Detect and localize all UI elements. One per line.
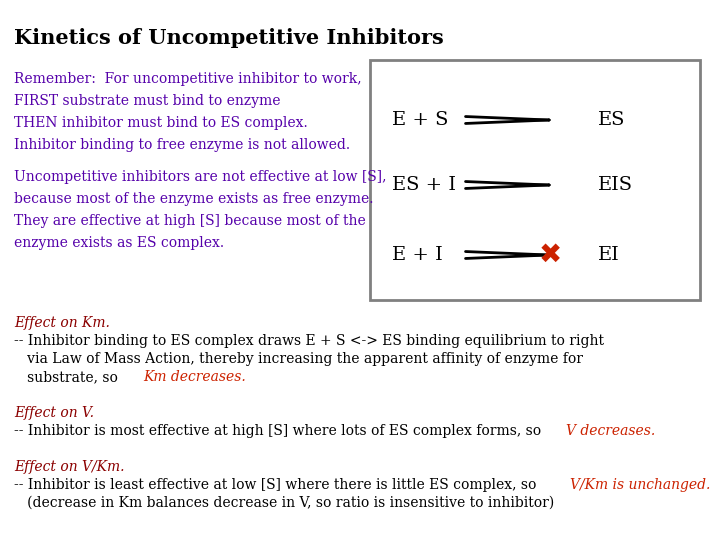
Text: THEN inhibitor must bind to ES complex.: THEN inhibitor must bind to ES complex. <box>14 116 307 130</box>
Text: Km decreases.: Km decreases. <box>143 370 246 384</box>
Text: E + S: E + S <box>392 111 449 129</box>
Text: EIS: EIS <box>598 176 633 194</box>
Text: Effect on Km.: Effect on Km. <box>14 316 110 330</box>
Text: -- Inhibitor is most effective at high [S] where lots of ES complex forms, so: -- Inhibitor is most effective at high [… <box>14 424 546 438</box>
Text: Inhibitor binding to free enzyme is not allowed.: Inhibitor binding to free enzyme is not … <box>14 138 350 152</box>
Text: V decreases.: V decreases. <box>566 424 655 438</box>
Text: FIRST substrate must bind to enzyme: FIRST substrate must bind to enzyme <box>14 94 281 108</box>
Text: enzyme exists as ES complex.: enzyme exists as ES complex. <box>14 236 224 250</box>
Text: ✖: ✖ <box>539 241 562 269</box>
Bar <box>370 60 700 300</box>
Text: Effect on V.: Effect on V. <box>14 406 94 420</box>
Text: -- Inhibitor binding to ES complex draws E + S <-> ES binding equilibrium to rig: -- Inhibitor binding to ES complex draws… <box>14 334 604 348</box>
Text: ES + I: ES + I <box>392 176 456 194</box>
Text: E + I: E + I <box>392 246 443 264</box>
Text: (decrease in Km balances decrease in V, so ratio is insensitive to inhibitor): (decrease in Km balances decrease in V, … <box>14 496 554 510</box>
Text: Kinetics of Uncompetitive Inhibitors: Kinetics of Uncompetitive Inhibitors <box>14 28 444 48</box>
Text: via Law of Mass Action, thereby increasing the apparent affinity of enzyme for: via Law of Mass Action, thereby increasi… <box>14 352 583 366</box>
Text: Uncompetitive inhibitors are not effective at low [S],: Uncompetitive inhibitors are not effecti… <box>14 170 387 184</box>
Text: Effect on V/Km.: Effect on V/Km. <box>14 460 125 474</box>
Text: substrate, so: substrate, so <box>14 370 122 384</box>
Text: They are effective at high [S] because most of the: They are effective at high [S] because m… <box>14 214 366 228</box>
Text: Remember:  For uncompetitive inhibitor to work,: Remember: For uncompetitive inhibitor to… <box>14 72 361 86</box>
Text: because most of the enzyme exists as free enzyme.: because most of the enzyme exists as fre… <box>14 192 374 206</box>
Text: -- Inhibitor is least effective at low [S] where there is little ES complex, so: -- Inhibitor is least effective at low [… <box>14 478 541 492</box>
Text: V/Km is unchanged.: V/Km is unchanged. <box>570 478 711 492</box>
Text: EI: EI <box>598 246 620 264</box>
Text: ES: ES <box>598 111 626 129</box>
